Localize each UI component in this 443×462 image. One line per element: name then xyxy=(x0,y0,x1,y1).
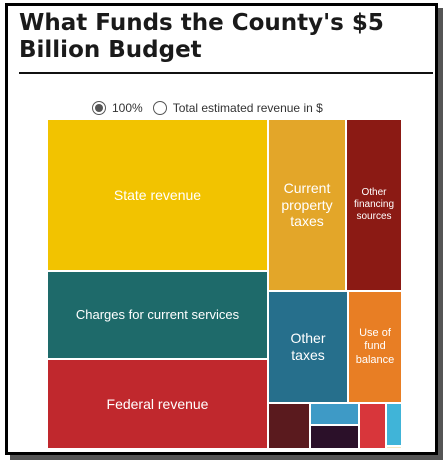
display-mode-toggle: 100% Total estimated revenue in $ xyxy=(92,98,333,118)
option-percent-label: 100% xyxy=(112,101,143,115)
title-underline xyxy=(19,72,433,74)
treemap-label: Other taxes xyxy=(290,330,326,363)
option-percent[interactable]: 100% xyxy=(92,101,143,115)
treemap-cell-other-taxes[interactable]: Other taxes xyxy=(268,291,348,403)
treemap-cell-small-8[interactable] xyxy=(310,403,359,425)
treemap-cell-small-7[interactable] xyxy=(268,403,310,449)
treemap-cell-small-11[interactable] xyxy=(386,403,402,446)
option-dollars[interactable]: Total estimated revenue in $ xyxy=(152,101,323,115)
treemap-cell-charges-for-current-services[interactable]: Charges for current services xyxy=(47,271,268,359)
treemap-label: Federal revenue xyxy=(106,395,209,412)
revenue-treemap: State revenue Charges for current service… xyxy=(47,119,402,449)
treemap-label: Other financing sources xyxy=(353,187,395,222)
page-title: What Funds the County's $5 Billion Budge… xyxy=(19,10,384,63)
treemap-label: Charges for current services xyxy=(75,307,240,323)
treemap-label: Use of fund balance xyxy=(355,327,395,366)
treemap-cell-small-12[interactable] xyxy=(386,446,402,449)
treemap-cell-small-9[interactable] xyxy=(310,425,359,449)
treemap-cell-current-property-taxes[interactable]: Current property taxes xyxy=(268,119,346,291)
treemap-cell-federal-revenue[interactable]: Federal revenue xyxy=(47,359,268,449)
treemap-label: Current property taxes xyxy=(281,179,333,230)
treemap-cell-state-revenue[interactable]: State revenue xyxy=(47,119,268,271)
treemap-label: State revenue xyxy=(113,186,202,203)
infographic-frame: What Funds the County's $5 Billion Budge… xyxy=(5,3,438,455)
radio-dollars[interactable] xyxy=(152,101,167,115)
option-dollars-label: Total estimated revenue in $ xyxy=(172,101,323,115)
radio-percent[interactable] xyxy=(92,101,106,115)
treemap-cell-other-financing-sources[interactable]: Other financing sources xyxy=(346,119,402,291)
treemap-cell-small-10[interactable] xyxy=(359,403,386,449)
treemap-cell-use-of-fund-balance[interactable]: Use of fund balance xyxy=(348,291,402,403)
